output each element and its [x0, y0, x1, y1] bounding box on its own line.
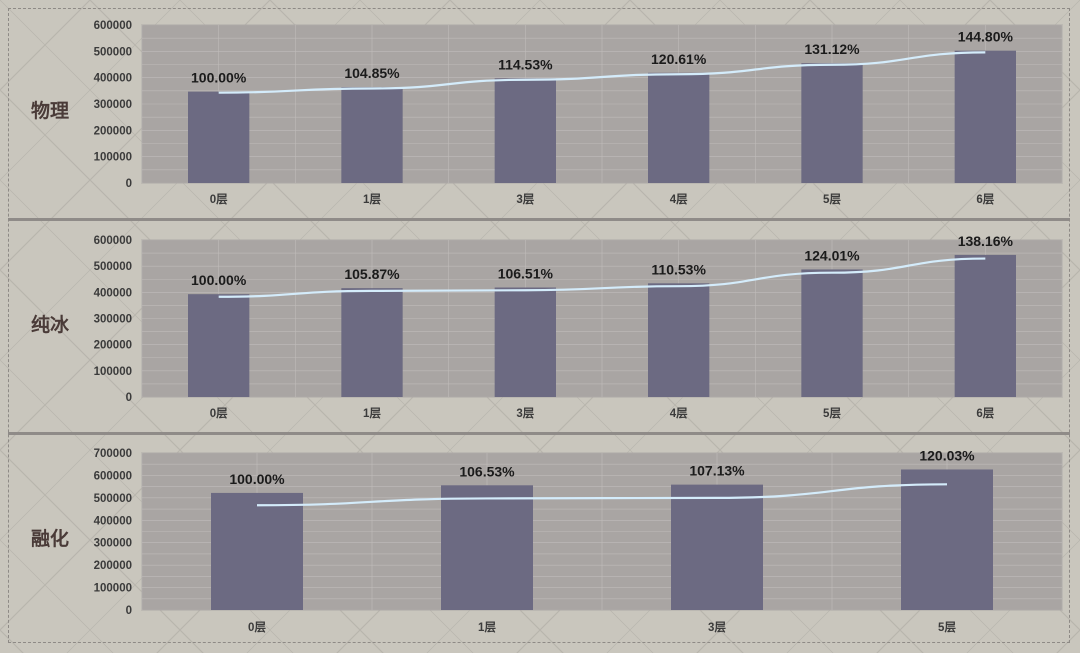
y-tick-label: 100000 — [94, 583, 132, 595]
data-label: 138.16% — [958, 233, 1014, 249]
y-tick-label: 500000 — [94, 493, 132, 505]
y-tick-label: 400000 — [94, 287, 132, 299]
x-tick-label: 1层 — [363, 407, 381, 420]
x-tick-label: 4层 — [670, 407, 688, 420]
y-tick-label: 0 — [126, 178, 132, 190]
bar — [801, 269, 863, 397]
x-tick-label: 5层 — [823, 193, 841, 206]
x-tick-label: 5层 — [938, 621, 956, 634]
row-label-melt: 融化 — [31, 528, 70, 550]
x-tick-label: 3层 — [516, 407, 534, 420]
data-label: 120.03% — [919, 447, 975, 463]
data-label: 100.00% — [191, 272, 247, 288]
bar — [648, 283, 710, 397]
row-label-pure-ice: 纯冰 — [31, 314, 70, 336]
data-label: 107.13% — [689, 463, 745, 479]
y-tick-label: 100000 — [94, 366, 132, 378]
x-tick-label: 3层 — [708, 621, 726, 634]
data-label: 100.00% — [191, 70, 247, 86]
y-tick-label: 200000 — [94, 125, 132, 137]
bar — [211, 492, 303, 610]
y-tick-label: 500000 — [94, 46, 132, 58]
y-tick-label: 300000 — [94, 99, 132, 111]
bar — [494, 287, 556, 397]
x-tick-label: 0层 — [210, 193, 228, 206]
panel-divider — [8, 218, 1070, 221]
data-label: 104.85% — [344, 65, 400, 81]
y-tick-label: 100000 — [94, 152, 132, 164]
bar — [901, 469, 993, 610]
y-tick-label: 300000 — [94, 314, 132, 326]
data-label: 105.87% — [344, 266, 400, 282]
x-tick-label: 6层 — [976, 193, 994, 206]
y-tick-label: 400000 — [94, 73, 132, 85]
data-label: 106.51% — [498, 265, 554, 281]
y-tick-label: 0 — [126, 392, 132, 404]
y-tick-label: 200000 — [94, 560, 132, 572]
y-tick-label: 600000 — [94, 20, 132, 32]
data-label: 144.80% — [958, 29, 1014, 45]
data-label: 114.53% — [498, 56, 553, 72]
bar — [648, 72, 710, 183]
y-tick-label: 700000 — [94, 448, 132, 460]
x-tick-label: 4层 — [670, 193, 688, 206]
bar — [954, 254, 1016, 397]
x-tick-label: 0层 — [210, 407, 228, 420]
data-label: 110.53% — [651, 261, 706, 277]
x-tick-label: 5层 — [823, 407, 841, 420]
bar — [188, 294, 250, 397]
data-label: 106.53% — [459, 463, 515, 479]
series-line — [218, 257, 986, 298]
y-tick-label: 200000 — [94, 340, 132, 352]
bar — [494, 78, 556, 183]
x-tick-label: 1层 — [478, 621, 496, 634]
bar — [801, 63, 863, 183]
series-line — [218, 51, 986, 94]
data-label: 100.00% — [229, 471, 285, 487]
data-label: 131.12% — [804, 41, 860, 57]
x-tick-label: 6层 — [976, 407, 994, 420]
y-tick-label: 600000 — [94, 235, 132, 247]
bar — [671, 484, 763, 610]
bar — [441, 485, 533, 610]
series-line — [256, 483, 948, 507]
y-tick-label: 600000 — [94, 470, 132, 482]
y-tick-label: 400000 — [94, 515, 132, 527]
y-tick-label: 500000 — [94, 261, 132, 273]
x-tick-label: 1层 — [363, 193, 381, 206]
bar — [341, 288, 403, 397]
panel-divider — [8, 432, 1070, 435]
y-tick-label: 0 — [126, 605, 132, 617]
data-label: 124.01% — [804, 247, 860, 263]
row-label-physical: 物理 — [31, 100, 70, 122]
x-tick-label: 3层 — [516, 193, 534, 206]
y-tick-label: 300000 — [94, 538, 132, 550]
bar — [341, 87, 403, 183]
bar — [188, 91, 250, 183]
data-label: 120.61% — [651, 51, 707, 67]
x-tick-label: 0层 — [248, 621, 266, 634]
bar — [954, 50, 1016, 183]
